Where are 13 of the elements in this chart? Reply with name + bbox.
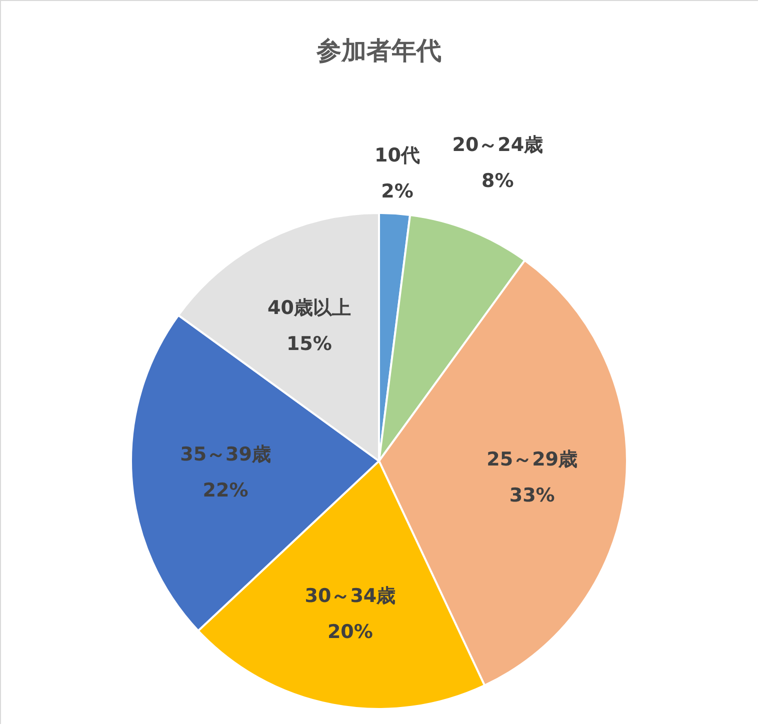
slice-label: 10代: [374, 144, 420, 166]
data-label: 22%: [202, 480, 248, 502]
data-label: 20%: [327, 621, 373, 644]
slice-label: 20～24歳: [452, 134, 544, 156]
slice-label: 35～39歳: [180, 444, 271, 466]
slice-label: 25～29歳: [486, 448, 578, 470]
data-label: 8%: [482, 170, 514, 192]
slice-label: 40歳以上: [267, 297, 351, 319]
data-label: 15%: [286, 333, 332, 355]
data-label: 2%: [381, 180, 414, 202]
data-label: 33%: [509, 484, 555, 506]
chart-title: 参加者年代: [316, 36, 442, 66]
slice-label: 30～34歳: [304, 585, 396, 608]
